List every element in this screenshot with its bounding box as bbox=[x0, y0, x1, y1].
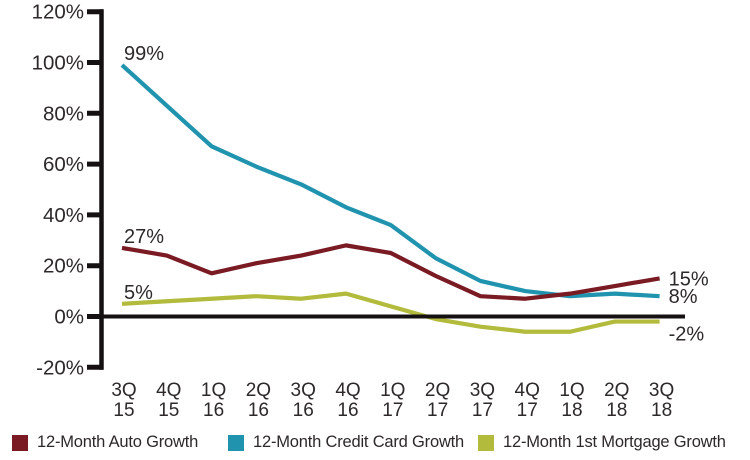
svg-text:2Q: 2Q bbox=[246, 380, 271, 401]
svg-text:-20%: -20% bbox=[36, 356, 84, 379]
svg-text:3Q: 3Q bbox=[291, 380, 316, 401]
svg-text:1Q: 1Q bbox=[201, 380, 226, 401]
svg-text:5%: 5% bbox=[124, 282, 153, 304]
svg-text:1Q: 1Q bbox=[380, 380, 405, 401]
chart-legend: 12-Month Auto Growth 12-Month Credit Car… bbox=[0, 431, 750, 457]
growth-line-chart: 120% 100% 80% 60% 40% 20% 0% -20% 27% 99% 5% 15%8% -… bbox=[32, 1, 709, 421]
svg-text:0%: 0% bbox=[54, 306, 84, 329]
legend-label-credit-card-growth: 12-Month Credit Card Growth bbox=[253, 433, 465, 451]
svg-text:4Q: 4Q bbox=[156, 380, 181, 401]
svg-text:100%: 100% bbox=[32, 52, 84, 75]
auto-growth-swatch bbox=[12, 434, 28, 451]
svg-text:4Q: 4Q bbox=[515, 380, 540, 401]
legend-item-credit-card-growth: 12-Month Credit Card Growth bbox=[228, 433, 464, 452]
first-mortgage-growth-swatch bbox=[478, 434, 494, 451]
credit-card-growth-swatch bbox=[228, 434, 244, 451]
svg-text:16: 16 bbox=[293, 400, 314, 421]
svg-text:17: 17 bbox=[517, 400, 538, 421]
svg-text:18: 18 bbox=[606, 400, 627, 421]
svg-text:3Q: 3Q bbox=[649, 380, 674, 401]
svg-text:27%: 27% bbox=[124, 226, 164, 248]
svg-text:16: 16 bbox=[248, 400, 269, 421]
legend-item-auto-growth: 12-Month Auto Growth bbox=[12, 433, 198, 452]
svg-text:60%: 60% bbox=[43, 153, 84, 176]
legend-label-first-mortgage-growth: 12-Month 1st Mortgage Growth bbox=[503, 433, 726, 451]
svg-text:17: 17 bbox=[382, 400, 403, 421]
svg-text:1Q: 1Q bbox=[559, 380, 584, 401]
svg-text:17: 17 bbox=[427, 400, 448, 421]
svg-text:3Q: 3Q bbox=[111, 380, 136, 401]
svg-text:17: 17 bbox=[472, 400, 493, 421]
svg-text:16: 16 bbox=[203, 400, 224, 421]
svg-text:2Q: 2Q bbox=[425, 380, 450, 401]
svg-text:16: 16 bbox=[337, 400, 358, 421]
svg-text:15: 15 bbox=[113, 400, 134, 421]
svg-text:8%: 8% bbox=[669, 286, 698, 308]
svg-text:20%: 20% bbox=[43, 255, 84, 278]
legend-label-auto-growth: 12-Month Auto Growth bbox=[37, 433, 199, 451]
svg-text:-2%: -2% bbox=[669, 324, 705, 346]
svg-text:18: 18 bbox=[651, 400, 672, 421]
svg-text:4Q: 4Q bbox=[335, 380, 360, 401]
svg-text:120%: 120% bbox=[32, 1, 84, 24]
svg-text:15%: 15% bbox=[669, 268, 709, 290]
svg-text:40%: 40% bbox=[43, 204, 84, 227]
legend-item-first-mortgage-growth: 12-Month 1st Mortgage Growth bbox=[478, 433, 726, 452]
svg-text:2Q: 2Q bbox=[604, 380, 629, 401]
svg-text:80%: 80% bbox=[43, 102, 84, 125]
svg-text:15: 15 bbox=[158, 400, 179, 421]
svg-text:99%: 99% bbox=[124, 43, 164, 65]
svg-text:18: 18 bbox=[561, 400, 582, 421]
svg-text:3Q: 3Q bbox=[470, 380, 495, 401]
